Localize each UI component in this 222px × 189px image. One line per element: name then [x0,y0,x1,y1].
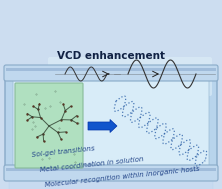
FancyBboxPatch shape [48,57,212,96]
Text: Molecular recognition within inorganic hosts: Molecular recognition within inorganic h… [44,166,200,188]
FancyBboxPatch shape [5,66,217,180]
FancyBboxPatch shape [4,165,218,181]
Text: VCD enhancement: VCD enhancement [57,51,165,61]
Text: Sol-gel transitions: Sol-gel transitions [31,146,95,159]
FancyBboxPatch shape [15,83,83,168]
Text: Metal coordination in solution: Metal coordination in solution [40,156,144,173]
FancyArrow shape [88,119,117,132]
FancyBboxPatch shape [9,175,213,189]
Bar [6,168,216,171]
FancyBboxPatch shape [4,65,218,81]
Bar [6,68,216,71]
FancyBboxPatch shape [13,74,209,172]
